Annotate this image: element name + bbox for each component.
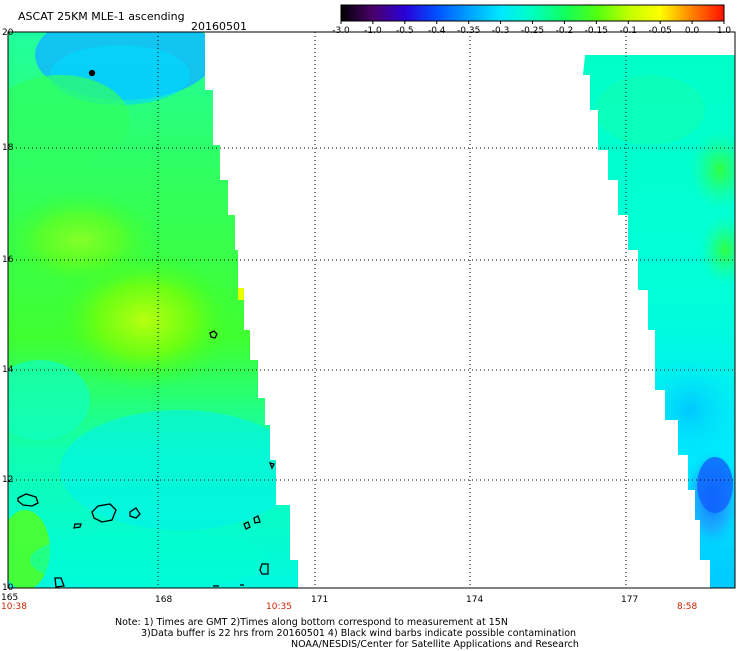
island <box>88 69 96 77</box>
colorbar-label: -3.0 <box>332 26 350 36</box>
graticule <box>8 32 735 588</box>
island <box>73 523 82 529</box>
island <box>209 330 218 339</box>
lat-label: 20 <box>2 28 14 38</box>
colorbar-label: 1.0 <box>716 26 732 36</box>
colorbar-label: 0.0 <box>684 26 700 36</box>
island <box>253 515 261 524</box>
product-date: 20160501 <box>191 20 247 33</box>
colorbar-label: -0.4 <box>427 26 446 36</box>
lon-label: 165 <box>1 593 19 603</box>
note-line-1: Note: 1) Times are GMT 2)Times along bot… <box>115 617 508 628</box>
colorbar-label: -1.0 <box>364 26 382 36</box>
colorbar-label: -0.1 <box>619 26 638 36</box>
note-line-3: NOAA/NESDIS/Center for Satellite Applica… <box>291 639 579 650</box>
island <box>259 563 269 575</box>
island <box>129 507 141 519</box>
left-swath <box>8 32 298 588</box>
colorbar <box>340 4 725 24</box>
island <box>54 577 65 588</box>
note-line-2: 3)Data buffer is 22 hrs from 20160501 4)… <box>141 628 577 639</box>
time-left: 10:38 <box>1 602 27 612</box>
island-outlines <box>17 69 275 588</box>
lat-label: 18 <box>2 143 14 153</box>
colorbar-label: -0.05 <box>648 26 672 36</box>
lon-label: 171 <box>311 595 329 605</box>
colorbar-label: -0.3 <box>491 26 510 36</box>
colorbar-gradient <box>340 4 725 22</box>
colorbar-label: -0.35 <box>457 26 481 36</box>
island <box>268 462 275 470</box>
island <box>243 521 251 530</box>
colorbar-label: -0.2 <box>555 26 574 36</box>
right-swath <box>583 55 735 588</box>
product-title: ASCAT 25KM MLE-1 ascending <box>18 10 185 23</box>
island <box>91 503 117 523</box>
island <box>17 493 39 507</box>
lat-label: 14 <box>2 365 14 375</box>
lat-label: 10 <box>2 583 14 593</box>
time-mid: 10:35 <box>266 602 292 612</box>
map-frame <box>7 31 736 589</box>
lon-label: 174 <box>466 595 484 605</box>
colorbar-label: -0.15 <box>584 26 608 36</box>
lat-label: 12 <box>2 475 14 485</box>
colorbar-label: -0.25 <box>520 26 545 36</box>
lon-label: 177 <box>621 595 639 605</box>
lat-label: 16 <box>2 255 14 265</box>
colorbar-label: -0.5 <box>396 26 414 36</box>
lon-label: 168 <box>155 595 173 605</box>
time-right: 8:58 <box>677 602 698 612</box>
